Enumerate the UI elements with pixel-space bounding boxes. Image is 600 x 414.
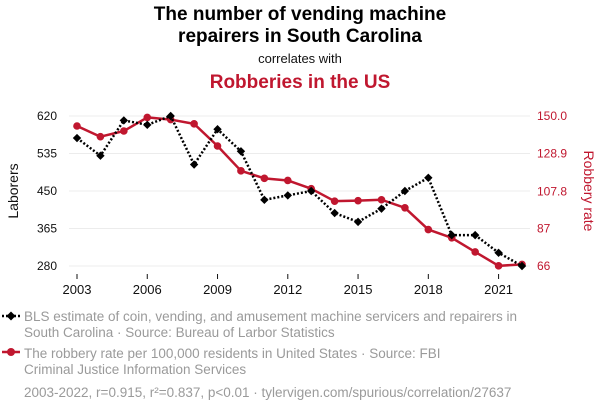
robbery-rate-point [424, 225, 433, 234]
vending-repairers-point [517, 261, 527, 271]
vending-repairers-point [166, 111, 175, 121]
chart-title-2: Robberies in the US [210, 72, 391, 93]
left-axis-label: Laborers [5, 163, 21, 218]
robbery-rate-point [494, 262, 503, 270]
vending-repairers-point [447, 230, 456, 240]
robbery-rate-point [471, 248, 479, 256]
vending-repairers-point [189, 160, 199, 169]
x-tick-label: 2015 [344, 282, 373, 297]
robbery-rate-line [76, 116, 523, 268]
right-tick-label: 150.0 [537, 109, 567, 123]
legend: BLS estimate of coin, vending, and amuse… [2, 309, 517, 377]
robbery-rate-point [377, 195, 386, 204]
vending-repairers-point [213, 125, 222, 134]
x-tick-label: 2018 [414, 282, 443, 297]
series-robbery-rate [73, 113, 526, 270]
robbery-rate-point [213, 142, 222, 150]
x-tick-label: 2012 [273, 282, 302, 297]
vending-repairers-point [119, 116, 129, 125]
left-tick-label: 535 [37, 147, 57, 161]
vending-repairers-point [96, 151, 105, 160]
left-tick-label: 450 [37, 184, 57, 198]
vending-repairers-point [377, 204, 386, 213]
robbery-rate-point [283, 176, 292, 185]
robbery-rate-point [73, 122, 81, 130]
vending-repairers-point [330, 208, 339, 218]
vending-repairers-point [494, 248, 503, 257]
right-tick-label: 107.8 [537, 184, 567, 198]
robbery-rate-point [120, 127, 128, 135]
legend-series2-line-1: The robbery rate per 100,000 residents i… [24, 346, 440, 361]
right-tick-label: 87 [537, 222, 551, 236]
vending-repairers-point [283, 191, 292, 200]
vending-repairers-point [400, 186, 410, 196]
legend-series1-line-2: South Carolina · Source: Bureau of Larbo… [24, 325, 335, 340]
x-axis-ticks: 2003 2006 2009 2012 2015 2018 2021 [63, 274, 513, 297]
robbery-rate-point [330, 197, 339, 205]
legend-marker-diamond [6, 311, 16, 321]
vending-repairers-point [260, 195, 269, 205]
x-tick-label: 2006 [133, 282, 162, 297]
x-tick-label: 2003 [63, 282, 92, 297]
vending-repairers-point [143, 120, 152, 130]
left-tick-label: 620 [37, 109, 57, 123]
legend-series1-line-1: BLS estimate of coin, vending, and amuse… [24, 309, 517, 324]
vending-repairers-point [72, 133, 82, 143]
left-tick-label: 280 [37, 259, 57, 273]
correlates-with-label: correlates with [258, 51, 342, 66]
right-tick-label: 128.9 [537, 147, 567, 161]
left-tick-label: 365 [37, 222, 57, 236]
robbery-rate-point [260, 174, 269, 183]
series-vending-repairers [72, 111, 527, 271]
vending-repairers-point [424, 173, 433, 182]
x-tick-label: 2021 [484, 282, 513, 297]
right-axis-ticks: 66 87 107.8 128.9 150.0 [537, 109, 567, 273]
legend-marker-circle [7, 348, 15, 356]
vending-repairers-point [470, 230, 480, 240]
robbery-rate-point [237, 167, 245, 175]
vending-repairers-point [236, 147, 246, 156]
vending-repairers-point [307, 186, 316, 196]
left-axis-ticks: 280 365 450 535 620 [37, 109, 57, 273]
footer-stats: 2003-2022, r=0.915, r²=0.837, p<0.01 · t… [24, 385, 511, 400]
right-axis-label: Robbery rate [581, 151, 597, 232]
robbery-rate-point [354, 196, 362, 205]
right-tick-label: 66 [537, 259, 551, 273]
legend-series2-line-2: Criminal Justice Information Services [24, 362, 246, 377]
robbery-rate-point [96, 132, 105, 141]
chart-title-line-2: repairers in South Carolina [178, 26, 422, 47]
chart-title-line-1: The number of vending machine [154, 4, 446, 25]
robbery-rate-point [401, 203, 409, 212]
robbery-rate-point [190, 120, 198, 128]
robbery-rate-point [143, 113, 152, 122]
vending-repairers-point [353, 217, 363, 227]
x-tick-label: 2009 [203, 282, 232, 297]
